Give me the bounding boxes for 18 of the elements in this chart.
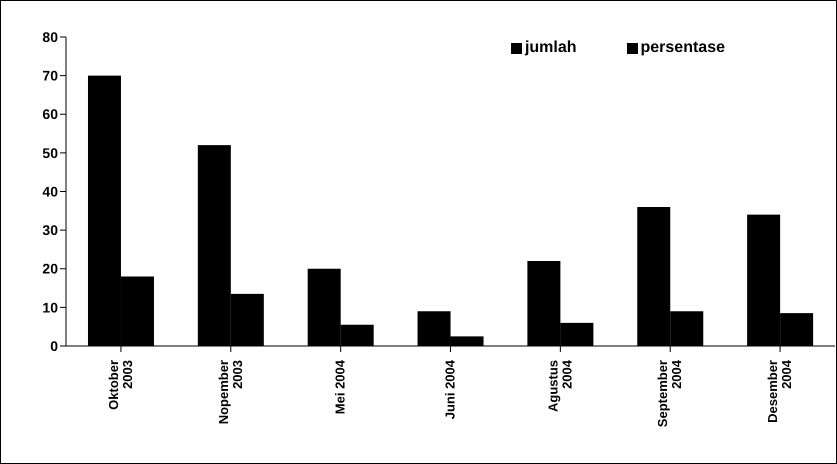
y-tick-label: 70 [42, 68, 58, 84]
y-tick-label: 0 [50, 338, 58, 354]
y-tick-label: 20 [42, 260, 58, 277]
legend-label: persentase [640, 39, 725, 57]
x-tick-label: Agustus 2004 [545, 359, 574, 412]
y-tick-label: 80 [42, 28, 58, 45]
x-tick-label: Juni 2004 [442, 359, 458, 420]
y-tick-label: 60 [42, 106, 58, 122]
x-tick-label: Oktober 2003 [106, 360, 135, 410]
x-tick-label: Nopember 2003 [216, 360, 245, 424]
y-tick-label: 40 [42, 183, 58, 200]
x-tick-label: Mei 2004 [332, 359, 348, 414]
y-tick-label: 10 [42, 299, 58, 316]
x-tick-label: Desember 2004 [765, 359, 794, 423]
legend-label: jumlah [524, 39, 576, 57]
y-tick-label: 30 [42, 222, 58, 238]
y-tick-label: 50 [42, 144, 58, 161]
x-tick-label: September 2004 [655, 359, 684, 428]
